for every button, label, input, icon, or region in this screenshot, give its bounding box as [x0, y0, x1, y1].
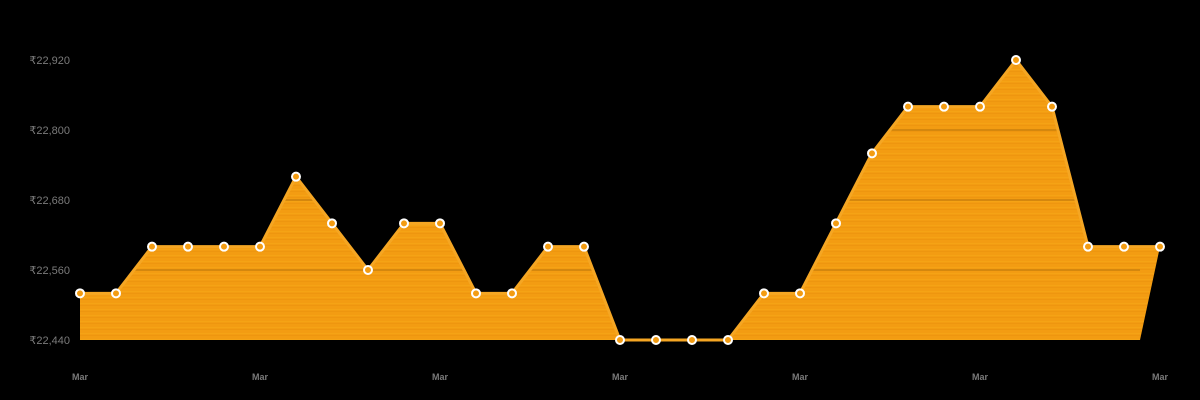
data-point[interactable] — [219, 241, 229, 252]
data-point[interactable] — [831, 218, 841, 229]
data-point[interactable] — [183, 241, 193, 252]
data-point[interactable] — [111, 288, 121, 299]
data-point[interactable] — [867, 148, 877, 159]
y-tick-label: ₹22,440 — [29, 335, 70, 347]
x-tick-label: Mar — [612, 372, 629, 382]
data-point[interactable] — [435, 218, 445, 229]
data-point[interactable] — [291, 171, 301, 182]
data-point[interactable] — [795, 288, 805, 299]
y-tick-label: ₹22,920 — [29, 55, 70, 67]
y-axis: ₹22,920 ₹22,800 ₹22,680 ₹22,560 ₹22,440 — [29, 55, 70, 347]
data-point[interactable] — [327, 218, 337, 229]
data-point[interactable] — [507, 288, 517, 299]
data-point[interactable] — [1011, 55, 1021, 65]
data-point[interactable] — [759, 288, 769, 299]
data-point[interactable] — [615, 335, 625, 345]
y-tick-label: ₹22,560 — [29, 265, 70, 277]
x-tick-label: Mar — [252, 372, 269, 382]
data-point[interactable] — [1119, 241, 1129, 252]
data-point[interactable] — [687, 335, 697, 345]
x-tick-label: Mar — [1152, 372, 1169, 382]
data-point[interactable] — [1155, 241, 1165, 252]
y-tick-label: ₹22,800 — [29, 125, 70, 137]
data-point[interactable] — [363, 265, 373, 275]
data-point[interactable] — [975, 101, 985, 112]
x-tick-label: Mar — [792, 372, 809, 382]
data-point[interactable] — [903, 101, 913, 112]
x-tick-label: Mar — [72, 372, 89, 382]
x-tick-label: Mar — [432, 372, 449, 382]
data-point[interactable] — [1047, 101, 1057, 112]
data-point[interactable] — [543, 241, 553, 252]
data-point[interactable] — [579, 241, 589, 252]
data-points — [75, 55, 1165, 345]
data-point[interactable] — [939, 101, 949, 112]
data-point[interactable] — [255, 241, 265, 252]
data-point[interactable] — [399, 218, 409, 229]
data-point[interactable] — [471, 288, 481, 299]
data-point[interactable] — [1083, 241, 1093, 252]
data-point[interactable] — [147, 241, 157, 252]
y-tick-label: ₹22,680 — [29, 195, 70, 207]
x-axis: Mar Mar Mar Mar Mar Mar Mar — [72, 372, 1169, 382]
data-point[interactable] — [651, 335, 661, 345]
x-tick-label: Mar — [972, 372, 989, 382]
data-point[interactable] — [723, 335, 733, 345]
data-point[interactable] — [75, 288, 85, 299]
